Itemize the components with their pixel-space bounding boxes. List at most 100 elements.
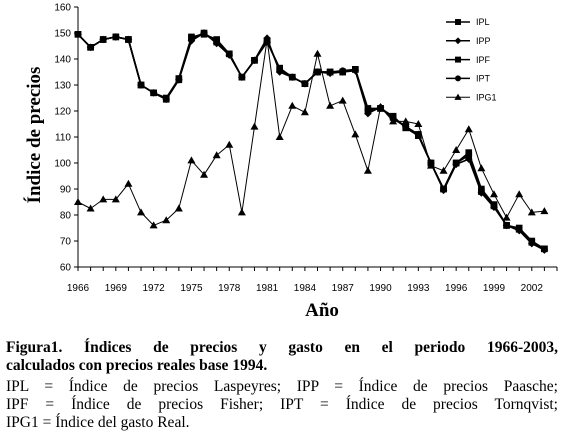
legend-marker-ipf (455, 56, 461, 63)
data-point-ipt-1973 (162, 96, 170, 103)
data-point-ipg1-1982 (275, 133, 284, 140)
x-tick-label: 1966 (67, 283, 90, 294)
caption-title-line-2: calculados con precios reales base 1994. (6, 357, 268, 374)
caption-body-line-3: IPG1 = Índice del gasto Real. (6, 414, 190, 431)
data-point-ipg1-1972 (149, 221, 158, 229)
x-tick-label: 1969 (105, 283, 128, 294)
data-point-ipt-1996 (452, 159, 460, 167)
y-tick-label: 110 (55, 133, 71, 144)
x-tick-label: 2002 (521, 283, 544, 294)
data-point-ipg1-1977 (212, 151, 221, 159)
data-point-ipt-1972 (150, 89, 157, 97)
data-point-ipt-1982 (276, 66, 283, 73)
y-tick-label: 140 (54, 55, 71, 66)
data-point-ipg1-1980 (250, 122, 259, 130)
data-point-ipt-1979 (238, 73, 246, 81)
x-tick-label: 1993 (407, 283, 430, 294)
data-point-ipt-1978 (225, 50, 233, 58)
series-ipt (74, 29, 548, 253)
data-point-ipg1-1984 (300, 108, 309, 116)
legend-label: IPG1 (476, 92, 497, 102)
data-point-ipg1-1993 (414, 120, 423, 127)
legend-item-ipp: IPP (446, 36, 491, 46)
series-ipg1 (74, 35, 549, 229)
data-point-ipg1-1976 (200, 170, 209, 178)
data-point-ipt-2001 (515, 226, 523, 233)
data-point-ipg1-1988 (351, 130, 360, 138)
data-point-ipt-1966 (74, 31, 82, 38)
data-point-ipt-1977 (213, 38, 220, 46)
data-point-ipg1-1987 (338, 96, 347, 104)
data-point-ipt-1994 (427, 159, 435, 167)
data-point-ipg1-1978 (225, 140, 234, 148)
data-point-ipt-1991 (389, 114, 397, 121)
legend-item-ipg1: IPG1 (446, 92, 497, 102)
x-tick-label: 1996 (445, 283, 468, 294)
data-point-ipp-1997 (464, 155, 473, 163)
data-point-ipt-1990 (377, 105, 384, 112)
data-point-ipt-1976 (200, 29, 208, 37)
data-point-ipt-1993 (415, 131, 422, 138)
x-tick-label: 1990 (369, 283, 392, 294)
data-point-ipg1-1985 (313, 49, 322, 57)
data-point-ipt-1988 (352, 66, 359, 73)
data-point-ipg1-1969 (111, 195, 120, 203)
data-point-ipt-1987 (339, 67, 347, 74)
y-tick-label: 160 (54, 3, 71, 14)
data-point-ipg1-1986 (326, 101, 335, 109)
x-axis: 1966 1969 1972 1975 1978 1981 1984 1987 1990 1993… (67, 266, 558, 294)
legend-item-ipl: IPL (446, 17, 490, 27)
x-tick-label: 1987 (332, 283, 355, 294)
data-point-ipg1-1975 (187, 156, 196, 164)
x-axis-title: Año (305, 300, 339, 321)
data-point-ipg1-1973 (162, 216, 171, 224)
data-point-ipt-1970 (125, 36, 132, 43)
data-point-ipt-1986 (326, 68, 334, 76)
y-axis: 60 70 80 90 100 110 120 130 140 150 160 (54, 3, 79, 274)
x-tick-label: 1972 (143, 283, 166, 294)
series-line-ipt (77, 32, 545, 250)
data-point-ipg1-1979 (237, 208, 246, 216)
data-point-ipg1-1967 (86, 204, 95, 212)
data-point-ipt-1971 (137, 81, 145, 89)
data-point-ipg1-1989 (363, 166, 372, 174)
data-point-ipt-1998 (478, 188, 485, 195)
y-tick-label: 70 (60, 237, 72, 248)
data-point-ipt-1997 (465, 151, 473, 159)
y-tick-label: 130 (54, 81, 71, 92)
y-tick-label: 100 (54, 159, 71, 170)
series-layer (74, 29, 549, 254)
data-point-ipg1-2002 (527, 208, 536, 216)
data-point-ipg1-1983 (288, 101, 297, 109)
y-tick-label: 90 (60, 185, 72, 196)
data-point-ipt-1992 (402, 123, 410, 130)
data-point-ipt-1999 (490, 202, 498, 210)
y-tick-label: 120 (54, 107, 71, 118)
x-tick-label: 1999 (483, 283, 506, 294)
legend-label: IPL (476, 17, 490, 27)
legend-item-ipt: IPT (446, 74, 491, 84)
x-tick-label: 1984 (294, 283, 317, 294)
data-point-ipg1-1992 (401, 117, 410, 125)
legend-marker-ipt (455, 75, 461, 82)
data-point-ipt-1995 (440, 185, 447, 193)
series-line-ipg1 (77, 39, 545, 226)
caption-body-line-1: IPL = Índice de precios Laspeyres; IPP =… (6, 378, 558, 395)
data-point-ipt-2002 (528, 239, 536, 246)
data-point-ipg1-2000 (502, 213, 511, 221)
data-point-ipt-1968 (99, 36, 107, 43)
legend-label: IPF (476, 55, 491, 65)
data-point-ipt-1983 (288, 73, 296, 81)
legend-label: IPT (476, 74, 491, 84)
data-point-ipt-1981 (263, 37, 271, 45)
x-tick-label: 1978 (218, 283, 241, 294)
data-point-ipg1-1999 (489, 190, 498, 198)
data-point-ipt-1975 (188, 36, 195, 43)
data-point-ipg1-1995 (439, 166, 448, 174)
legend-marker-ipg1 (454, 93, 462, 100)
y-tick-label: 80 (60, 211, 72, 222)
caption-title-line-1: Figura1. Índices de precios y gasto en e… (6, 339, 558, 356)
legend-item-ipf: IPF (446, 55, 491, 65)
data-point-ipt-1985 (314, 68, 321, 76)
